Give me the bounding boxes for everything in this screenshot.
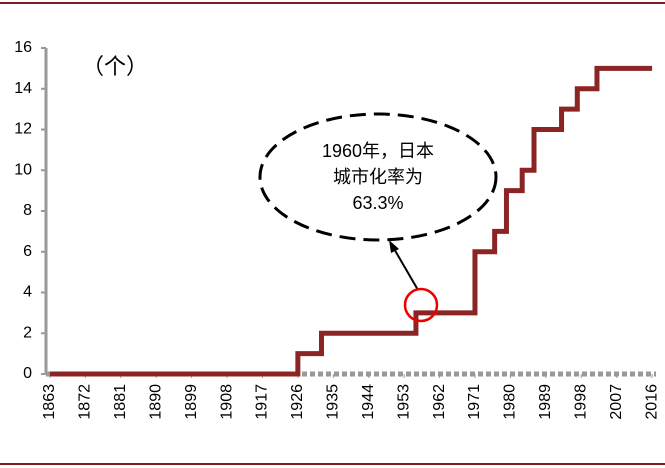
x-tick-label: 1899 <box>183 384 200 420</box>
x-tick-label: 1944 <box>360 384 377 420</box>
unit-label: （个） <box>82 54 148 79</box>
y-tick-label: 0 <box>23 365 32 382</box>
y-tick-label: 12 <box>14 121 32 138</box>
arrow-head <box>389 240 399 253</box>
x-tick-label: 1971 <box>466 384 483 420</box>
annotation-line: 63.3% <box>352 193 403 213</box>
highlight-circle <box>403 287 439 323</box>
x-tick-label: 1935 <box>325 384 342 420</box>
y-tick-label: 2 <box>23 324 32 341</box>
x-tick-label: 1989 <box>537 384 554 420</box>
annotation-line: 城市化率为 <box>333 167 423 187</box>
x-tick-label: 1917 <box>254 384 271 420</box>
x-tick-label: 1908 <box>218 384 235 420</box>
x-tick-label: 1980 <box>502 384 519 420</box>
y-tick-label: 4 <box>23 284 32 301</box>
x-tick-label: 1962 <box>431 384 448 420</box>
y-tick-label: 16 <box>14 39 32 56</box>
data-line <box>49 65 653 377</box>
x-tick-label: 1881 <box>112 384 129 420</box>
x-tick-label: 1872 <box>77 384 94 420</box>
annotation-line: 1960年，日本 <box>322 141 434 161</box>
y-tick-label: 10 <box>14 161 32 178</box>
y-tick-label: 6 <box>23 243 32 260</box>
annotation-ellipse <box>258 112 498 242</box>
x-tick-label: 1953 <box>395 384 412 420</box>
y-tick-label: 14 <box>14 80 32 97</box>
annotation-arrow <box>392 246 419 291</box>
x-tick-label: 2007 <box>608 384 625 420</box>
y-tick-label: 8 <box>23 202 32 219</box>
x-tick-label: 1863 <box>41 384 58 420</box>
x-tick-label: 1998 <box>572 384 589 420</box>
x-tick-label: 1926 <box>289 384 306 420</box>
x-tick-label: 2016 <box>643 384 660 420</box>
x-tick-label: 1890 <box>147 384 164 420</box>
